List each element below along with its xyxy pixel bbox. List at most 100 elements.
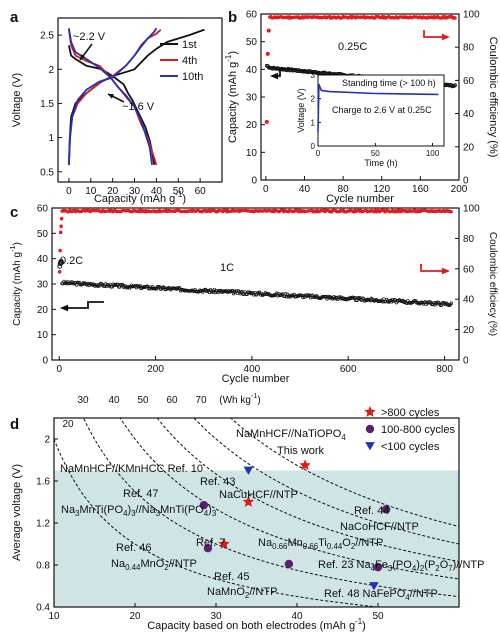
panel-b: b 0 40 80 120 160 200010203040506002040608010… <box>224 9 499 205</box>
panel-d-label-na066-part: Na <box>258 537 273 549</box>
panel-d-energy-unit-base: (Wh kg <box>219 395 251 406</box>
panel-b-inset-y-tick-label: 0 <box>311 142 316 151</box>
panel-c-arrow-capacity <box>60 301 104 312</box>
panel-a-annotation-2-2v: ~2.2 V <box>73 31 106 43</box>
panel-d-label-na044-part: 2 <box>164 563 168 572</box>
panel-b-x-tick-label: 80 <box>338 184 350 195</box>
panel-a-y-tick-label: 0.5 <box>40 167 54 178</box>
panel-d-label-ref23-part: )//NTP <box>453 559 485 571</box>
panel-a-series-10th-discharge <box>68 28 153 166</box>
panel-d-y-tick-label: 0.4 <box>36 603 50 614</box>
panel-d-label-na3mnti-part: 4 <box>204 509 209 518</box>
panel-d-label-ref48: Ref. 48 NaFePO4//NTP <box>324 588 438 602</box>
panel-c-ylabel-close: ) <box>12 242 23 245</box>
panel-d-label-na066-part: 0.44 <box>327 542 343 551</box>
panel-a-xlabel-close: ) <box>182 193 186 205</box>
panel-d-label-ref23-part: 7 <box>448 564 452 573</box>
panel-d-xlabel: Capacity based on both electrodes (mAh g… <box>147 617 366 632</box>
panel-d-label-na066-part: Ti <box>318 537 327 549</box>
panel-c-y2-tick-label: 100 <box>463 204 480 215</box>
panel-d-point <box>381 505 391 514</box>
panel-a-x-tick-label: 30 <box>129 186 141 197</box>
panel-a-series-1st-discharge <box>68 45 156 166</box>
panel-b-arrow-capacity <box>270 68 297 80</box>
panel-d-y-tick-label: 1.6 <box>36 477 50 488</box>
panel-d-point <box>373 562 383 572</box>
panel-b-arrow-capacity-head <box>270 72 279 80</box>
panel-c-y2-tick-label: 0 <box>463 356 469 367</box>
panel-c-y2-tick-label: 60 <box>463 264 475 275</box>
panel-c-x-tick-label: 200 <box>147 364 164 375</box>
panel-b-rate-label: 0.25C <box>338 41 367 53</box>
panel-b-inset-ylabel: Voltage (V) <box>296 88 306 133</box>
panel-d-energy-line <box>82 418 459 597</box>
panel-c-y2-tick-label: 80 <box>463 234 475 245</box>
panel-d-y-tick-label: 2 <box>44 435 50 446</box>
panel-b-inset-y-tick-label: 2 <box>311 95 316 104</box>
panel-d-ylabel: Average voltage (V) <box>11 464 23 561</box>
panel-d-xlabel-sup: -1 <box>355 617 363 626</box>
panel-b-capacity-point <box>453 83 458 87</box>
panel-d-point <box>242 496 255 507</box>
panel-d-label-na066-part: //NTP <box>355 537 383 549</box>
panel-d-label-na044-part: Na <box>111 558 126 570</box>
panel-d-label-ref23-part: (P <box>424 559 435 571</box>
panel-b-y-tick-label: 40 <box>246 65 258 76</box>
panel-d-shaded-region <box>54 470 459 607</box>
panel-d-legend-label: 100-800 cycles <box>381 424 455 436</box>
panel-a-x-tick-label: 0 <box>66 186 72 197</box>
panel-c-x-tick-label: 400 <box>244 364 261 375</box>
panel-c-rate-0-2c: 0.2C <box>60 255 83 267</box>
panel-b-ce-point <box>264 119 269 124</box>
panel-d-legend-label: >800 cycles <box>381 407 440 419</box>
panel-d-label-na044-part: 0.44 <box>125 563 141 572</box>
panel-d-label-ref48-part: 4 <box>405 593 410 602</box>
panel-a-arrow-1-6v-head <box>108 94 114 99</box>
panel-d-point <box>369 582 379 591</box>
panel-c-ce-point <box>57 270 62 274</box>
panel-d-energy-label: 50 <box>137 395 149 406</box>
panel-b-ce-point <box>265 51 270 56</box>
panel-b-arrow-ce-line <box>423 30 448 38</box>
panel-d-label-na3mnti-part: Na <box>61 504 76 516</box>
panel-c-arrow-ce <box>420 264 450 275</box>
panel-d-label-na066-part: 0.66 <box>272 542 288 551</box>
panel-d-label-namno-part: //NTP <box>249 586 277 598</box>
panel-d-energy-unit: (Wh kg-1) <box>219 391 260 406</box>
panel-d-label-ref43: Ref. 43 <box>200 476 235 488</box>
panel-b-capacity-point <box>302 68 307 73</box>
panel-c-capacity-1c-point <box>90 282 94 287</box>
panel-a-arrow-2-2v <box>79 43 93 61</box>
panel-a-x-tick-label: 50 <box>173 186 185 197</box>
panel-d-label-na066: Na0.66Mn0.66Ti0.44O2//NTP <box>258 537 383 551</box>
panel-d-point <box>199 500 209 510</box>
panel-d-x-tick-label: 10 <box>48 611 60 622</box>
panel-c-capacity-1c-point <box>306 293 310 297</box>
panel-b-x-tick-label: 120 <box>373 184 390 195</box>
panel-b-inset-annotation-standing: Standing time (> 100 h) <box>342 78 436 88</box>
panel-d-label-this-work-material-part: NaMnHCF//NaTiOPO <box>236 428 342 440</box>
panel-d-label-na3mnti-part: MnTi(PO <box>79 504 123 516</box>
panel-b-y2-tick-label: 40 <box>463 109 475 120</box>
panel-a-x-tick-label: 20 <box>107 186 119 197</box>
panel-b-y2-tick-label: 100 <box>463 10 480 21</box>
panel-d-energy-line <box>193 418 459 545</box>
panel-b-ylabel: Capacity (mAh g-1) <box>224 51 239 143</box>
panel-d-y-tick-label: 0.8 <box>36 561 50 572</box>
panel-label-d: d <box>10 416 19 433</box>
panel-c-capacity-1c-point <box>332 295 336 299</box>
panel-a-x-tick-label: 40 <box>151 186 163 197</box>
panel-d-energy-line <box>230 418 459 527</box>
panel-a-legend-label: 1st <box>182 39 197 51</box>
panel-d-label-ref23-part: ) <box>416 559 420 571</box>
panel-d-legend-marker <box>364 406 376 417</box>
panel-d-label-na3mnti-part: MnTi(PO <box>160 504 204 516</box>
panel-d-x-tick-label: 30 <box>210 611 222 622</box>
panel-a: a 0 10 20 30 40 50 60 0.5 1 1.5 2 2.5 Capacity (mAh … <box>10 9 223 205</box>
panel-d-label-na3mnti-part: 3 <box>212 509 217 518</box>
panel-d-x-tick-label: 20 <box>129 611 141 622</box>
panel-a-ylabel: Voltage (V) <box>11 73 23 127</box>
panel-c-capacity-1c-point <box>251 291 255 295</box>
panel-b-xlabel: Cycle number <box>326 193 394 205</box>
